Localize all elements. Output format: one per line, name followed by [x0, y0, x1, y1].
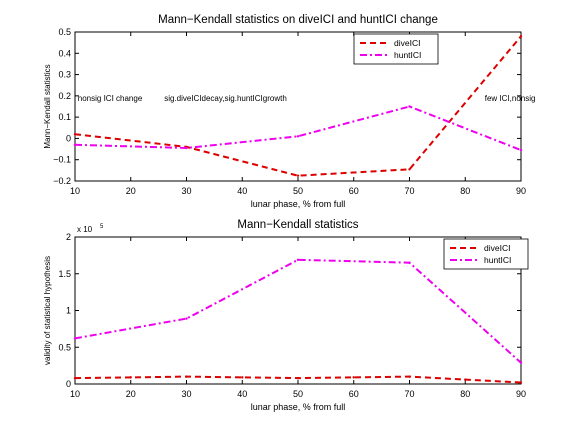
chart-title: Mann−Kendall statistics	[237, 219, 358, 231]
data-point	[185, 317, 188, 320]
data-point	[296, 135, 300, 138]
x-tick-label: 20	[126, 186, 136, 196]
legend: diveICI huntICI	[353, 33, 439, 65]
top-panel: 10 20 30 40 50 60 70 80 90 −0.2 −0.1 0 0.1 0.2 0.3 0.4 0…	[43, 14, 535, 209]
data-point	[73, 376, 77, 380]
legend-box	[443, 238, 529, 270]
data-point	[519, 381, 523, 384]
data-point	[519, 35, 523, 38]
data-point	[185, 146, 188, 150]
annotation: sig.diveICIdecay,sig.huntICIgrowth	[164, 94, 287, 103]
data-point	[73, 132, 77, 136]
y-axis-label: validity of statistical hypothesis	[43, 256, 52, 365]
x-tick-label: 70	[404, 186, 414, 196]
y-tick-label: 0	[66, 133, 71, 143]
series-line-huntICI	[74, 105, 522, 152]
y-tick-label: 0.4	[58, 48, 71, 58]
legend-label: huntICI	[484, 255, 511, 265]
y-tick-label: −0.1	[53, 155, 71, 165]
legend-box	[353, 33, 439, 65]
data-point	[296, 376, 300, 380]
y-tick-label: 1	[66, 306, 71, 316]
y-tick-label: 0.3	[58, 70, 71, 80]
legend-label: diveICI	[394, 38, 420, 48]
x-tick-label: 30	[181, 389, 191, 399]
x-axis-label: lunar phase, % from full	[251, 402, 346, 412]
y-tick-label: 1.5	[58, 269, 71, 279]
x-tick-label: 10	[70, 186, 80, 196]
x-tick-label: 40	[237, 186, 247, 196]
x-tick-label: 70	[404, 389, 414, 399]
x-tick-label: 30	[181, 186, 191, 196]
y-axis-label: Mann−Kendall statistics	[43, 64, 52, 148]
data-point	[464, 378, 467, 381]
data-point	[352, 376, 355, 379]
data-point	[296, 174, 300, 177]
y-tick-label: −0.2	[53, 176, 71, 186]
annotation: few ICI,nonsig	[485, 94, 536, 103]
y-tick-label: 0.5	[58, 27, 71, 37]
y-multiplier: x 10	[77, 225, 93, 234]
data-point	[241, 376, 244, 379]
legend-label: diveICI	[484, 243, 510, 253]
data-point	[73, 337, 77, 340]
data-point	[519, 361, 523, 364]
y-tick-label: 0	[66, 379, 71, 389]
x-tick-label: 10	[70, 389, 80, 399]
data-point	[408, 261, 411, 264]
y-tick-label: 0.2	[58, 91, 71, 101]
x-tick-label: 80	[460, 389, 470, 399]
y-tick-label: 2	[66, 232, 71, 242]
annotation: nonsig ICI change	[78, 94, 143, 103]
data-point	[519, 148, 523, 152]
x-tick-label: 50	[293, 389, 303, 399]
x-tick-label: 80	[460, 186, 470, 196]
y-tick-label: 0.1	[58, 112, 71, 122]
legend-label: huntICI	[394, 50, 421, 60]
data-point	[73, 143, 77, 147]
y-tick-label: 0.5	[58, 342, 71, 352]
data-point	[296, 258, 300, 261]
data-point	[408, 105, 411, 108]
x-tick-label: 40	[237, 389, 247, 399]
x-tick-label: 60	[349, 186, 359, 196]
x-tick-label: 90	[516, 389, 526, 399]
data-point	[408, 168, 411, 171]
data-point	[129, 376, 132, 379]
legend: diveICI huntICI	[443, 238, 529, 270]
data-point	[408, 375, 411, 378]
chart-title: Mann−Kendall statistics on diveICI and h…	[158, 14, 438, 26]
series-line-huntICI	[74, 258, 522, 364]
x-axis-label: lunar phase, % from full	[251, 199, 346, 209]
x-tick-label: 60	[349, 389, 359, 399]
bottom-panel: 10 20 30 40 50 60 70 80 90 0 0.5 1 1.5 2 Mann−Kendall …	[43, 219, 529, 412]
y-multiplier-exponent: 5	[100, 224, 104, 230]
x-tick-label: 90	[516, 186, 526, 196]
x-tick-label: 20	[126, 389, 136, 399]
series-line-diveICI	[74, 35, 522, 177]
data-point	[185, 375, 188, 378]
x-tick-label: 50	[293, 186, 303, 196]
